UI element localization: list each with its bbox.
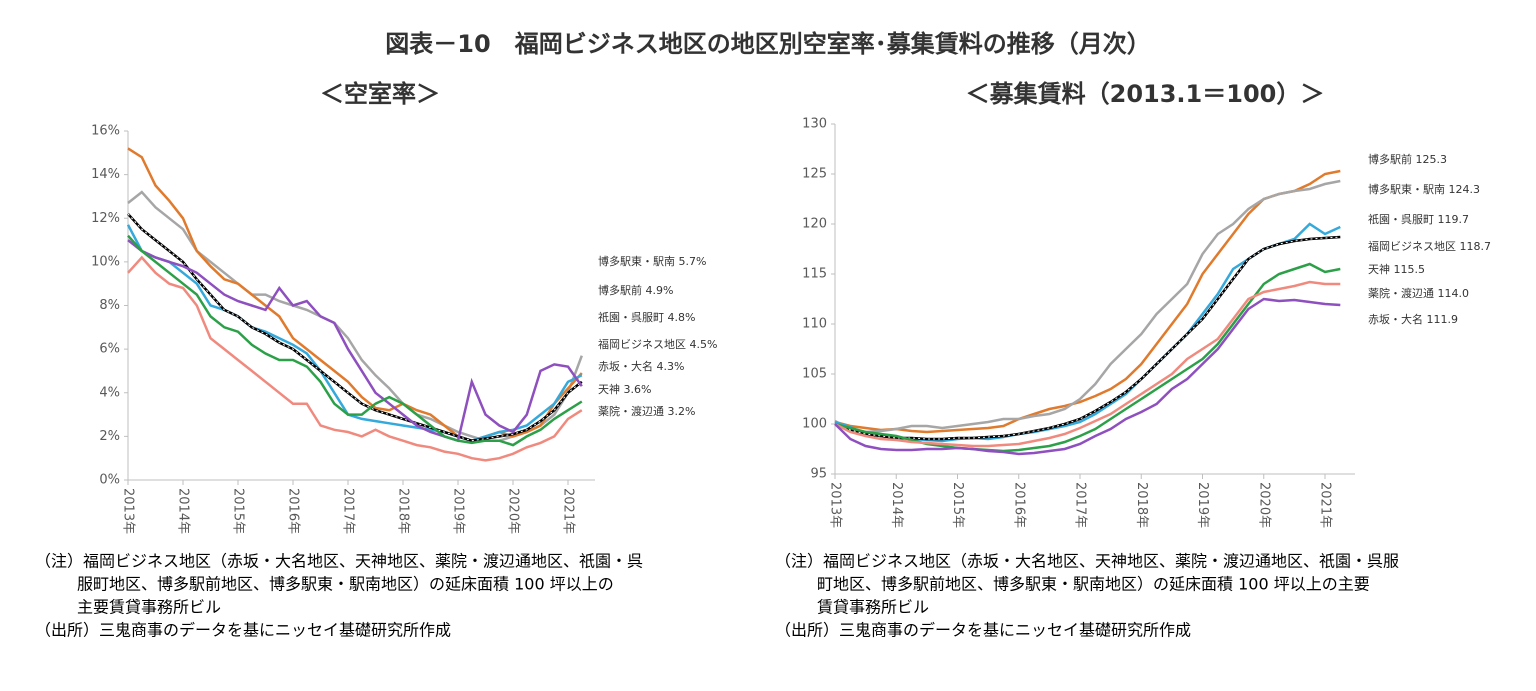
series-line — [127, 239, 583, 443]
x-tick-label: 2015年 — [950, 482, 965, 528]
chart-title: ＜空室率＞ — [320, 80, 440, 108]
series-label: 薬院・渡辺通 114.0 — [1368, 286, 1469, 300]
series-label: 祇園・呉服町 119.7 — [1368, 213, 1469, 226]
x-tick-label: 2017年 — [341, 488, 356, 534]
x-tick-label: 2021年 — [561, 488, 576, 534]
y-tick-label: 8% — [99, 298, 120, 313]
series-label: 祇園・呉服町 4.8% — [598, 311, 695, 324]
series-line — [834, 169, 1341, 434]
x-tick-label: 2013年 — [121, 488, 136, 534]
y-tick-label: 16% — [91, 124, 120, 139]
series-label: 天神 115.5 — [1368, 262, 1425, 276]
note: （出所）三鬼商事のデータを基にニッセイ基礎研究所作成 — [775, 621, 1191, 640]
series-label: 博多駅前 125.3 — [1368, 152, 1447, 166]
series-line — [127, 255, 583, 462]
y-tick-label: 4% — [99, 385, 120, 400]
y-tick-label: 2% — [99, 429, 120, 444]
chart-title: ＜募集賃料（2013.1＝100）＞ — [966, 80, 1325, 108]
note: 主要賃貸事務所ビル — [77, 598, 221, 617]
series-label: 博多駅東・駅南 124.3 — [1368, 182, 1480, 196]
y-tick-label: 95 — [810, 467, 827, 482]
y-tick-label: 0% — [99, 473, 120, 488]
series-line — [127, 234, 583, 447]
series-label: 天神 3.6% — [598, 382, 651, 396]
x-tick-label: 2014年 — [176, 488, 191, 534]
y-tick-label: 125 — [802, 167, 827, 182]
note: 服町地区、博多駅前地区、博多駅東・駅南地区）の延床面積 100 坪以上の — [77, 575, 614, 594]
y-tick-label: 100 — [802, 417, 827, 432]
series-line — [126, 224, 583, 443]
note: 町地区、博多駅前地区、博多駅東・駅南地区）の延床面積 100 坪以上の主要 — [817, 575, 1370, 594]
x-tick-label: 2015年 — [231, 488, 246, 534]
series-line — [834, 222, 1341, 443]
x-tick-label: 2018年 — [1134, 482, 1149, 528]
y-tick-label: 12% — [91, 211, 120, 226]
series-line — [834, 179, 1341, 434]
series-line — [834, 297, 1341, 456]
y-tick-label: 120 — [802, 217, 827, 232]
x-tick-label: 2021年 — [1318, 482, 1333, 528]
series-line — [834, 235, 1341, 441]
y-tick-label: 10% — [91, 254, 120, 269]
y-tick-label: 105 — [802, 367, 827, 382]
series-label: 赤坂・大名 111.9 — [1368, 312, 1458, 326]
note: 賃貸事務所ビル — [817, 598, 929, 617]
x-tick-label: 2014年 — [889, 482, 904, 528]
y-tick-label: 14% — [91, 167, 120, 182]
note: （注）福岡ビジネス地区（赤坂・大名地区、天神地区、薬院・渡辺通地区、祇園・呉服 — [775, 552, 1399, 571]
x-tick-label: 2020年 — [506, 488, 521, 534]
x-tick-label: 2019年 — [451, 488, 466, 534]
x-tick-label: 2013年 — [828, 482, 843, 528]
x-tick-label: 2017年 — [1073, 482, 1088, 528]
series-label: 福岡ビジネス地区 4.5% — [598, 337, 717, 351]
series-line — [834, 280, 1341, 448]
x-tick-label: 2016年 — [1011, 482, 1026, 528]
series-label: 博多駅前 4.9% — [598, 283, 673, 297]
y-tick-label: 110 — [802, 317, 827, 332]
x-tick-label: 2020年 — [1256, 482, 1271, 528]
page-title: 図表－10 福岡ビジネス地区の地区別空室率･募集賃料の推移（月次） — [385, 30, 1150, 58]
series-line — [127, 190, 583, 442]
series-label: 薬院・渡辺通 3.2% — [598, 404, 695, 418]
y-tick-label: 130 — [802, 117, 827, 132]
series-label: 博多駅東・駅南 5.7% — [598, 254, 706, 268]
y-tick-label: 115 — [802, 267, 827, 282]
series-label: 赤坂・大名 4.3% — [598, 359, 684, 373]
x-tick-label: 2016年 — [286, 488, 301, 534]
x-tick-label: 2018年 — [396, 488, 411, 534]
note: （出所）三鬼商事のデータを基にニッセイ基礎研究所作成 — [35, 621, 451, 640]
x-tick-label: 2019年 — [1195, 482, 1210, 528]
y-tick-label: 6% — [99, 342, 120, 357]
series-label: 福岡ビジネス地区 118.7 — [1368, 239, 1491, 253]
note: （注）福岡ビジネス地区（赤坂・大名地区、天神地区、薬院・渡辺通地区、祇園・呉 — [35, 552, 643, 571]
line-pattern — [127, 213, 583, 442]
line-pattern — [834, 236, 1341, 440]
